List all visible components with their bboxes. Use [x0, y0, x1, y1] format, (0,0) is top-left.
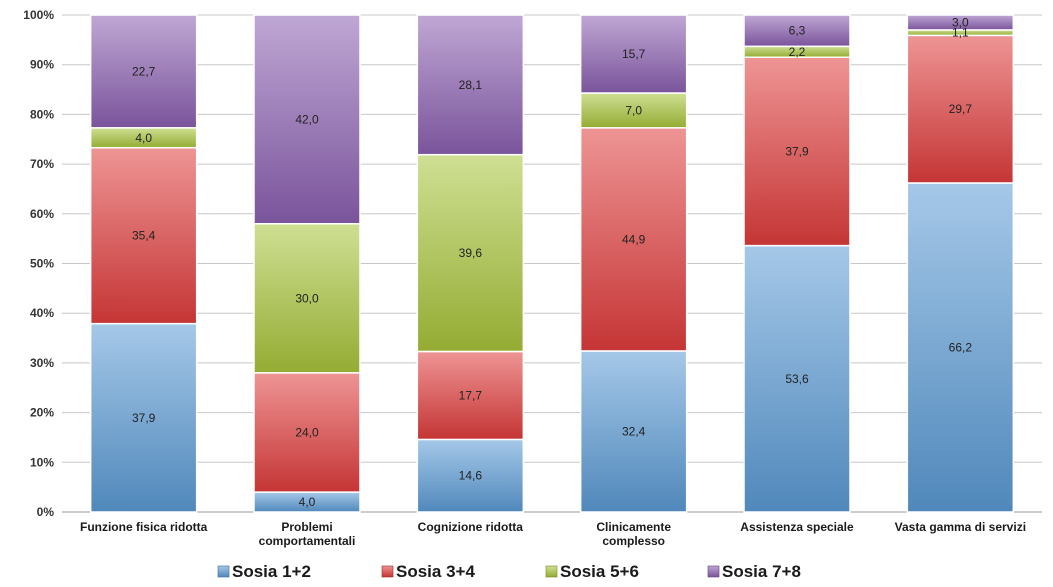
y-tick-label: 80%: [30, 107, 54, 121]
bar-segment-sosia-7-8: [253, 14, 361, 225]
data-label: 66,2: [949, 340, 973, 354]
data-label: 39,6: [459, 246, 483, 260]
legend-item-sosia-3-4: Sosia 3+4: [381, 562, 475, 581]
bar-segment-sosia-7-8: [906, 14, 1015, 31]
legend-label: Sosia 7+8: [722, 562, 801, 581]
y-tick-label: 20%: [30, 406, 54, 420]
legend-swatch: [381, 565, 394, 578]
legend-label: Sosia 1+2: [232, 562, 311, 581]
category-label: Vasta gamma di servizi: [895, 520, 1026, 534]
data-label: 6,3: [789, 24, 806, 38]
data-label: 17,7: [459, 388, 483, 402]
y-tick-label: 100%: [23, 8, 54, 22]
category-label: Cognizione ridotta: [418, 520, 524, 534]
legend-label: Sosia 3+4: [396, 562, 475, 581]
data-label: 7,0: [625, 103, 642, 117]
bar-segment-sosia-3-4: [416, 350, 525, 441]
y-tick-label: 0%: [37, 505, 55, 519]
gridlines: [62, 14, 1042, 513]
data-label: 14,6: [459, 469, 483, 483]
legend-item-sosia-5-6: Sosia 5+6: [545, 562, 639, 581]
y-tick-label: 30%: [30, 356, 54, 370]
data-label: 32,4: [622, 424, 646, 438]
data-label: 22,7: [132, 64, 156, 78]
legend-swatch: [707, 565, 720, 578]
bar-segment-sosia-3-4: [89, 146, 198, 325]
data-label: 15,7: [622, 47, 646, 61]
legend-label: Sosia 5+6: [560, 562, 639, 581]
data-label: 37,9: [132, 411, 156, 425]
y-tick-label: 70%: [30, 157, 54, 171]
category-label: Clinicamente complesso: [596, 520, 671, 548]
data-label: 2,2: [789, 45, 806, 59]
data-label: 1,1: [952, 26, 969, 40]
data-label: 42,0: [295, 112, 319, 126]
y-tick-label: 40%: [30, 306, 54, 320]
data-label: 4,0: [135, 131, 152, 145]
y-tick-label: 50%: [30, 257, 54, 271]
data-label: 30,0: [295, 291, 319, 305]
bar-segment-sosia-3-4: [906, 34, 1015, 184]
data-label: 37,9: [785, 144, 809, 158]
bar-segment-sosia-7-8: [89, 14, 198, 129]
bar-segment-sosia-7-8: [743, 14, 851, 48]
bar-segment-sosia-5-6: [579, 92, 688, 129]
legend-swatch: [545, 565, 558, 578]
bar-segment-sosia-5-6: [416, 153, 525, 353]
y-axis-ticks: 0% 10% 20% 30% 40% 50% 60% 70% 80% 90% 100%: [23, 8, 54, 519]
bar-segment-sosia-1-2: [89, 322, 198, 513]
data-labels: 37,9 35,4 4,0 22,7 4,0 24,0 30,0 42,0 14,6 17,7 39…: [132, 15, 972, 509]
legend-swatch: [217, 565, 230, 578]
data-label: 28,1: [459, 78, 483, 92]
bar-segment-sosia-3-4: [579, 127, 688, 352]
data-label: 3,0: [952, 15, 969, 29]
bar-segment-sosia-3-4: [253, 372, 361, 493]
legend-item-sosia-1-2: Sosia 1+2: [217, 562, 311, 581]
data-label: 44,9: [622, 232, 646, 246]
y-tick-label: 10%: [30, 455, 54, 469]
y-tick-label: 60%: [30, 207, 54, 221]
bar-segment-sosia-5-6: [253, 222, 361, 374]
category-label: Problemi comportamentali: [259, 520, 356, 548]
bar-segment-sosia-1-2: [743, 244, 851, 513]
legend-item-sosia-7-8: Sosia 7+8: [707, 562, 801, 581]
category-label: Funzione fisica ridotta: [80, 520, 208, 534]
data-label: 4,0: [299, 495, 316, 509]
y-tick-label: 90%: [30, 58, 54, 72]
data-label: 24,0: [295, 425, 319, 439]
x-axis-categories: Funzione fisica ridotta Problemi comportam…: [80, 520, 1026, 548]
data-label: 35,4: [132, 229, 156, 243]
data-label: 53,6: [785, 372, 809, 386]
category-label: Assistenza speciale: [740, 520, 854, 534]
data-label: 29,7: [949, 102, 973, 116]
bar-segment-sosia-7-8: [416, 14, 525, 156]
bar-segment-sosia-3-4: [743, 56, 851, 247]
legend: Sosia 1+2 Sosia 3+4 Sosia 5+6 Sosia 7+8: [217, 562, 801, 581]
bar-segment-sosia-7-8: [579, 14, 688, 94]
bars: [89, 14, 1015, 513]
bar-segment-sosia-1-2: [906, 182, 1015, 513]
